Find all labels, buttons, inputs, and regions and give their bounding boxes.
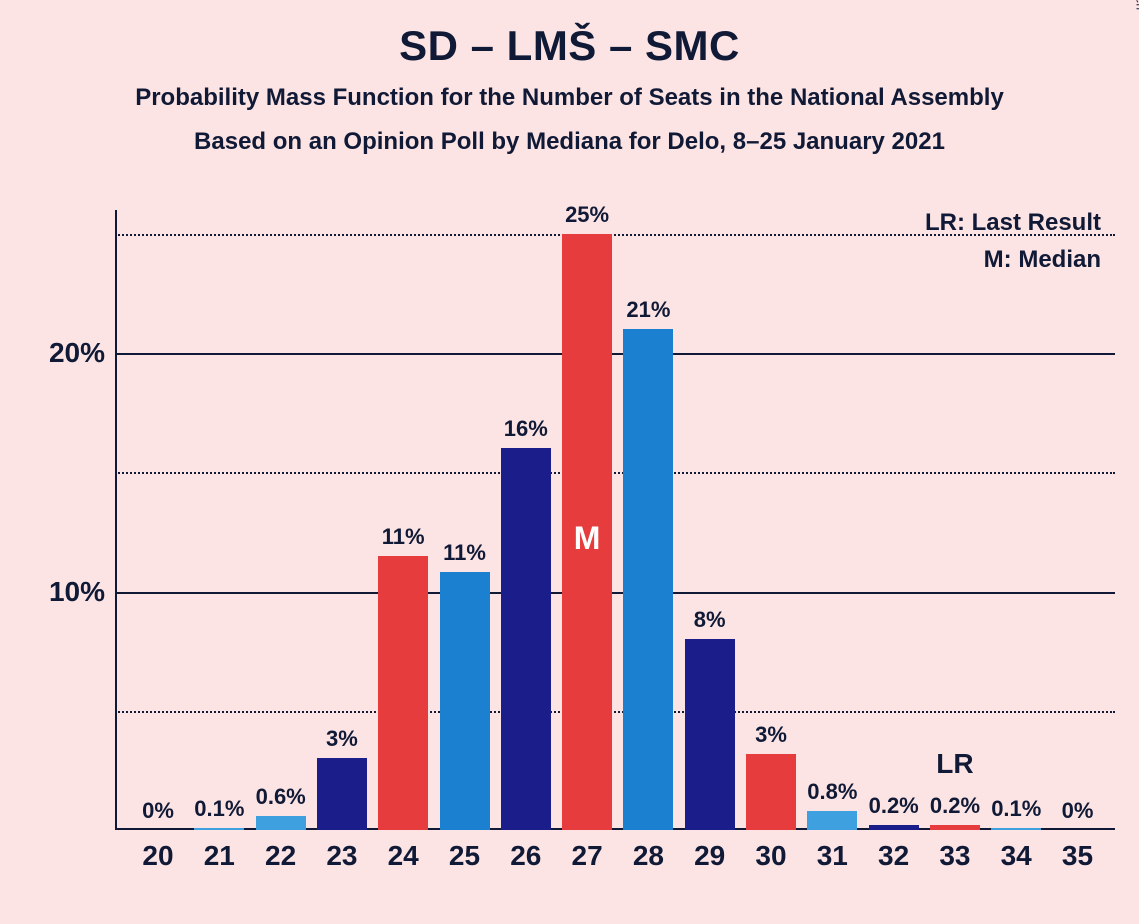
x-axis-tick-label: 28 <box>633 840 664 872</box>
y-axis-tick-label: 10% <box>49 576 105 608</box>
bar-value-label: 8% <box>685 607 735 633</box>
bar-value-label: 25% <box>562 202 612 228</box>
x-axis-tick-label: 24 <box>388 840 419 872</box>
bar-value-label: 0.1% <box>991 796 1041 822</box>
bar: 11% <box>440 572 490 830</box>
bar-value-label: 3% <box>317 726 367 752</box>
bar: 0.1% <box>194 828 244 830</box>
x-axis-tick-label: 30 <box>755 840 786 872</box>
bar-value-label: 0.2% <box>930 793 980 819</box>
x-axis-tick-label: 32 <box>878 840 909 872</box>
bar-value-label: 11% <box>378 524 428 550</box>
bars-container: 0%0.1%0.6%3%11%11%16%25%M21%8%3%0.8%0.2%… <box>115 210 1115 830</box>
bar-value-label: 16% <box>501 416 551 442</box>
bar-value-label: 0.6% <box>256 784 306 810</box>
bar: 0.1% <box>991 828 1041 830</box>
bar: 16% <box>501 448 551 830</box>
bar: 0.2% <box>869 825 919 830</box>
chart-title: SD – LMŠ – SMC <box>0 0 1139 70</box>
x-axis-tick-label: 29 <box>694 840 725 872</box>
median-marker: M <box>574 520 601 557</box>
y-axis-tick-label: 20% <box>49 337 105 369</box>
bar: 3% <box>317 758 367 830</box>
bar: 11% <box>378 556 428 830</box>
bar: 0.2% <box>930 825 980 830</box>
x-axis-tick-label: 21 <box>204 840 235 872</box>
bar-value-label: 0.1% <box>194 796 244 822</box>
bar-value-label: 0% <box>1053 798 1103 824</box>
x-axis-tick-label: 31 <box>817 840 848 872</box>
x-axis-tick-label: 25 <box>449 840 480 872</box>
chart-subtitle-1: Probability Mass Function for the Number… <box>0 84 1139 112</box>
x-axis-tick-label: 20 <box>142 840 173 872</box>
bar: 8% <box>685 639 735 830</box>
bar-value-label: 3% <box>746 722 796 748</box>
bar: 0.8% <box>807 811 857 830</box>
bar: 21% <box>623 329 673 830</box>
copyright-text: © 2021 Filip van Laenen <box>1133 0 1139 10</box>
x-axis-tick-label: 35 <box>1062 840 1093 872</box>
bar-value-label: 11% <box>440 540 490 566</box>
bar-value-label: 21% <box>623 297 673 323</box>
bar-value-label: 0% <box>133 798 183 824</box>
x-axis-tick-label: 26 <box>510 840 541 872</box>
bar: 25%M <box>562 234 612 830</box>
bar-value-label: 0.2% <box>869 793 919 819</box>
x-axis-tick-label: 23 <box>326 840 357 872</box>
bar: 3% <box>746 754 796 830</box>
last-result-marker: LR <box>936 748 973 780</box>
bar-value-label: 0.8% <box>807 779 857 805</box>
x-axis-tick-label: 27 <box>572 840 603 872</box>
x-axis-tick-label: 22 <box>265 840 296 872</box>
bar: 0.6% <box>256 816 306 830</box>
x-axis-tick-label: 34 <box>1001 840 1032 872</box>
chart-plot-area: LR: Last Result M: Median 0%0.1%0.6%3%11… <box>115 210 1115 830</box>
x-axis-tick-label: 33 <box>939 840 970 872</box>
chart-subtitle-2: Based on an Opinion Poll by Mediana for … <box>0 128 1139 156</box>
